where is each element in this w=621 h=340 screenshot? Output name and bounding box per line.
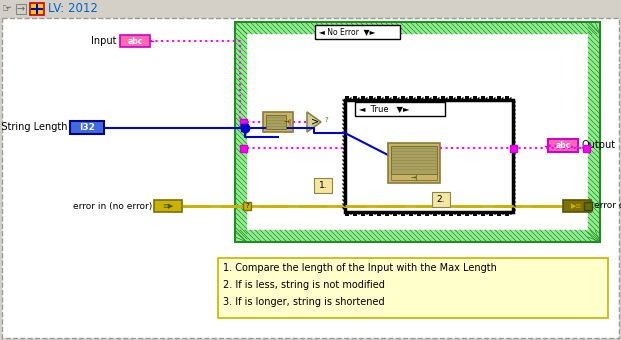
Bar xyxy=(457,212,461,216)
Bar xyxy=(355,102,445,116)
Bar xyxy=(563,200,591,212)
Bar xyxy=(345,212,349,216)
Bar xyxy=(465,212,469,216)
Bar xyxy=(393,96,397,100)
Bar xyxy=(473,96,477,100)
Bar xyxy=(377,212,381,216)
Text: error out: error out xyxy=(594,202,621,210)
Bar xyxy=(16,4,26,14)
Bar xyxy=(266,115,286,129)
Bar xyxy=(417,212,421,216)
Bar xyxy=(30,3,44,15)
Bar xyxy=(361,212,365,216)
Bar xyxy=(457,96,461,100)
Bar xyxy=(388,143,440,183)
Bar xyxy=(314,178,332,193)
Bar xyxy=(263,112,293,132)
Bar xyxy=(505,96,509,100)
Text: abc: abc xyxy=(127,36,143,46)
Text: ▶≡: ▶≡ xyxy=(571,203,582,209)
Text: I32: I32 xyxy=(79,123,95,132)
Bar xyxy=(235,22,600,242)
Bar xyxy=(449,212,453,216)
Text: ◄ No Error  ▼►: ◄ No Error ▼► xyxy=(319,28,375,36)
Bar xyxy=(509,144,517,152)
Bar xyxy=(391,146,437,174)
Text: LV: 2012: LV: 2012 xyxy=(48,2,98,16)
Text: →|: →| xyxy=(284,119,292,125)
Text: Output: Output xyxy=(581,140,615,151)
Bar xyxy=(377,96,381,100)
Bar xyxy=(582,144,589,152)
Text: 3. If is longer, string is shortened: 3. If is longer, string is shortened xyxy=(223,297,384,307)
Text: 1. Compare the length of the Input with the Max Length: 1. Compare the length of the Input with … xyxy=(223,263,497,273)
Bar xyxy=(432,192,450,207)
Text: →: → xyxy=(17,4,25,14)
Bar xyxy=(369,212,373,216)
Bar xyxy=(120,35,150,47)
Bar xyxy=(240,123,248,131)
Bar xyxy=(481,212,485,216)
Bar xyxy=(409,212,413,216)
Bar xyxy=(315,25,400,39)
Bar xyxy=(548,139,578,152)
Bar xyxy=(393,212,397,216)
Bar xyxy=(391,174,437,180)
Text: ?: ? xyxy=(324,117,328,123)
Bar xyxy=(345,100,513,212)
Bar xyxy=(401,96,405,100)
Polygon shape xyxy=(307,112,321,132)
Text: abc: abc xyxy=(555,141,571,150)
Bar xyxy=(240,119,247,125)
Text: 2. If is less, string is not modified: 2. If is less, string is not modified xyxy=(223,280,385,290)
Bar xyxy=(353,96,357,100)
Bar xyxy=(70,121,104,134)
Text: Max String Length: Max String Length xyxy=(0,122,68,133)
Bar xyxy=(247,34,588,230)
Text: Input: Input xyxy=(91,36,117,46)
Bar xyxy=(0,0,621,18)
Text: ☞: ☞ xyxy=(2,4,12,14)
Bar xyxy=(425,212,429,216)
Bar xyxy=(441,96,445,100)
Bar xyxy=(361,96,365,100)
Bar xyxy=(584,202,592,210)
Text: →|: →| xyxy=(410,174,418,180)
Bar xyxy=(385,212,389,216)
Bar xyxy=(497,212,501,216)
Bar xyxy=(465,96,469,100)
Bar xyxy=(369,96,373,100)
Bar xyxy=(353,212,357,216)
Bar xyxy=(481,96,485,100)
Bar xyxy=(489,212,493,216)
Bar xyxy=(409,96,413,100)
Bar xyxy=(240,144,247,152)
Text: >: > xyxy=(311,117,319,127)
Bar xyxy=(218,258,608,318)
Bar xyxy=(505,212,509,216)
Bar xyxy=(243,202,251,210)
Bar xyxy=(441,212,445,216)
Bar xyxy=(425,96,429,100)
Bar xyxy=(489,96,493,100)
Text: 2.: 2. xyxy=(437,195,445,204)
Bar xyxy=(417,96,421,100)
Bar xyxy=(433,212,437,216)
Bar xyxy=(449,96,453,100)
Text: ◄  True   ▼►: ◄ True ▼► xyxy=(359,104,409,114)
Bar xyxy=(497,96,501,100)
Bar xyxy=(473,212,477,216)
Bar xyxy=(433,96,437,100)
Text: ?: ? xyxy=(245,203,249,209)
Text: ≡▶: ≡▶ xyxy=(162,203,174,209)
Bar xyxy=(345,96,349,100)
Text: error in (no error): error in (no error) xyxy=(73,202,152,210)
Bar xyxy=(154,200,182,212)
Bar xyxy=(385,96,389,100)
Text: 1.: 1. xyxy=(319,181,327,190)
Bar xyxy=(401,212,405,216)
